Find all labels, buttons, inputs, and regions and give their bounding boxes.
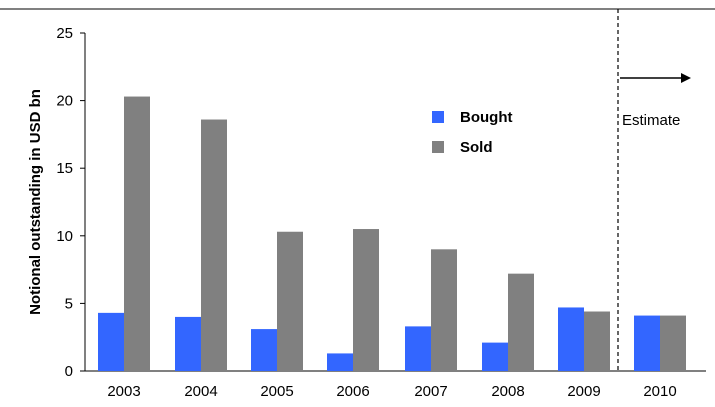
y-axis-title: Notional outstanding in USD bn <box>27 89 44 315</box>
x-tick-label: 2008 <box>491 383 524 400</box>
legend-label-sold: Sold <box>460 139 493 156</box>
x-tick-label: 2010 <box>643 383 676 400</box>
bar-sold-2006 <box>353 229 379 371</box>
bar-bought-2007 <box>405 326 431 371</box>
legend-label-bought: Bought <box>460 109 512 126</box>
y-tick-label: 25 <box>56 25 73 42</box>
y-tick-label: 15 <box>56 160 73 177</box>
bar-bought-2010 <box>634 315 660 371</box>
y-tick-label: 10 <box>56 228 73 245</box>
legend-swatch-sold <box>432 141 444 153</box>
y-tick-label: 5 <box>65 295 73 312</box>
bar-bought-2009 <box>558 307 584 371</box>
y-ticks: 0 5 10 15 20 25 <box>56 25 85 380</box>
bars <box>98 96 686 371</box>
estimate-label: Estimate <box>622 112 680 129</box>
bar-bought-2003 <box>98 312 124 371</box>
y-tick-label: 0 <box>65 363 73 380</box>
x-tick-label: 2007 <box>414 383 447 400</box>
bar-sold-2009 <box>584 311 610 371</box>
bar-sold-2008 <box>508 273 534 371</box>
x-tick-label: 2009 <box>567 383 600 400</box>
bar-bought-2005 <box>251 329 277 371</box>
bar-sold-2010 <box>660 315 686 371</box>
x-tick-label: 2005 <box>260 383 293 400</box>
bar-sold-2003 <box>124 96 150 371</box>
y-tick-label: 20 <box>56 93 73 110</box>
bar-bought-2004 <box>175 316 201 371</box>
legend-swatch-bought <box>432 111 444 123</box>
x-ticks: 2003 2004 2005 2006 2007 2008 2009 2010 <box>107 383 676 400</box>
bar-bought-2006 <box>327 353 353 371</box>
bar-sold-2005 <box>277 231 303 371</box>
x-tick-label: 2003 <box>107 383 140 400</box>
estimate-arrow <box>620 73 691 83</box>
x-tick-label: 2006 <box>336 383 369 400</box>
bar-sold-2007 <box>431 249 457 371</box>
legend: Bought Sold <box>432 109 512 156</box>
bar-bought-2008 <box>482 342 508 371</box>
bar-sold-2004 <box>201 119 227 371</box>
x-tick-label: 2004 <box>184 383 217 400</box>
